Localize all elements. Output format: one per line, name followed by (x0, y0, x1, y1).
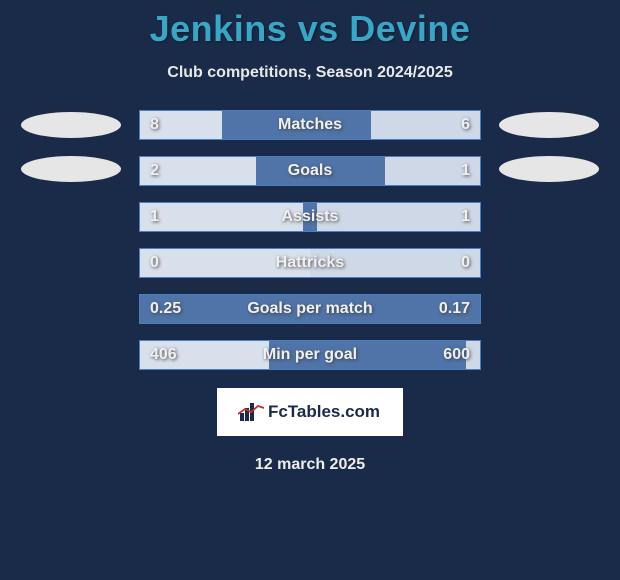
logo-line-icon (238, 405, 264, 415)
logo-chart-icon (240, 403, 262, 421)
page-title: Jenkins vs Devine (0, 8, 620, 50)
bars-container: Matches86 Goals21 Assists11 Hattricks00 Goal… (139, 110, 481, 370)
left-marker-col (21, 112, 121, 182)
right-marker-col (499, 112, 599, 182)
marker-ellipse (499, 112, 599, 138)
marker-ellipse (499, 156, 599, 182)
bar-right-fill (317, 203, 480, 231)
bar-right-fill (310, 249, 480, 277)
bar-right-fill (385, 157, 480, 185)
date-label: 12 march 2025 (0, 456, 620, 474)
bar-left-fill (140, 157, 256, 185)
comparison-card: Jenkins vs Devine Club competitions, Sea… (0, 0, 620, 474)
stat-row: Goals21 (139, 156, 481, 186)
player1-name: Jenkins (150, 8, 288, 49)
bar-right-fill (466, 341, 480, 369)
stat-row: Matches86 (139, 110, 481, 140)
chart-area: Matches86 Goals21 Assists11 Hattricks00 Goal… (0, 110, 620, 370)
stat-row: Goals per match0.25 0.17 (139, 294, 481, 324)
player2-name: Devine (349, 8, 470, 49)
bar-left-fill (140, 111, 222, 139)
logo-text: FcTables.com (268, 402, 380, 422)
logo-box[interactable]: FcTables.com (217, 388, 403, 436)
bar-right-fill (371, 111, 480, 139)
stat-row: Assists11 (139, 202, 481, 232)
vs-word: vs (298, 8, 339, 49)
stat-value-right: 0.17 (439, 295, 470, 323)
stat-value-left: 0.25 (150, 295, 181, 323)
bar-left-fill (140, 341, 269, 369)
stat-row: Min per goal406600 (139, 340, 481, 370)
subtitle: Club competitions, Season 2024/2025 (0, 64, 620, 82)
marker-ellipse (21, 156, 121, 182)
bar-left-fill (140, 203, 303, 231)
bar-left-fill (140, 249, 310, 277)
marker-ellipse (21, 112, 121, 138)
stat-label: Goals per match (140, 295, 480, 323)
stat-row: Hattricks00 (139, 248, 481, 278)
